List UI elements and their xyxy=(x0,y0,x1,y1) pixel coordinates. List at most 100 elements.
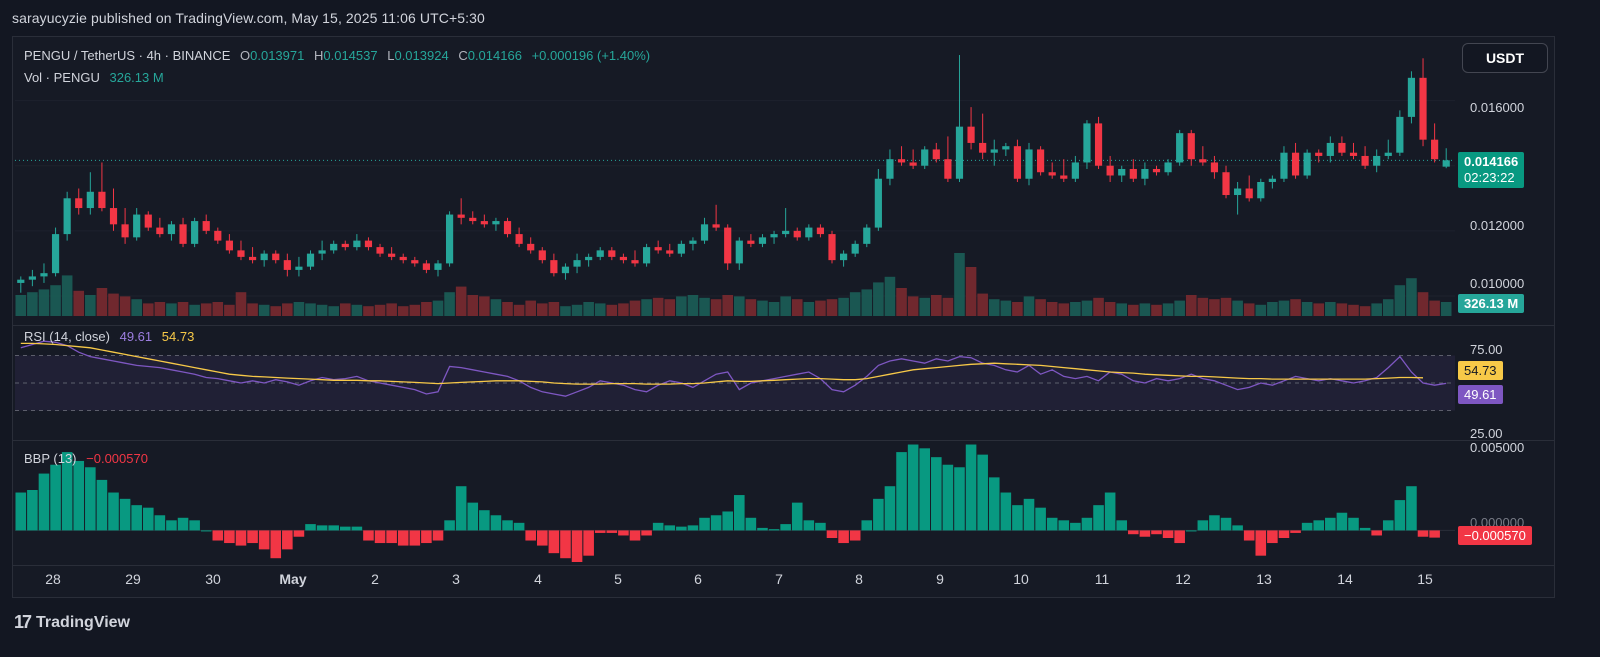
candle-body xyxy=(619,256,627,261)
price-tick-2: 0.012000 xyxy=(1470,218,1525,233)
volume-legend[interactable]: Vol · PENGU 326.13 M xyxy=(24,70,170,85)
bbp-bar xyxy=(189,520,200,531)
date-label: 3 xyxy=(452,571,460,587)
bbp-bar xyxy=(1151,530,1162,535)
pane-separator-rsi[interactable] xyxy=(12,325,1555,326)
volume-bar xyxy=(1058,303,1070,316)
volume-bar xyxy=(1081,300,1093,316)
bbp-bar xyxy=(1070,522,1081,531)
candle-body xyxy=(932,149,940,160)
candle-body xyxy=(1164,162,1172,173)
last-price-value: 0.014166 xyxy=(1464,154,1519,169)
volume-bar xyxy=(560,306,571,316)
date-label: 9 xyxy=(936,571,944,587)
open-label: O xyxy=(240,48,251,63)
volume-bar xyxy=(1093,297,1104,316)
bbp-bar xyxy=(1174,530,1185,544)
bbp-bar xyxy=(1429,530,1440,538)
bbp-bar xyxy=(722,511,733,531)
bbp-bar xyxy=(73,460,85,531)
candle-body xyxy=(283,260,291,270)
candle-body xyxy=(1431,139,1439,160)
bbp-bar xyxy=(618,530,629,536)
volume-bar xyxy=(1417,292,1429,316)
bbp-bar xyxy=(108,492,119,531)
published-line: sarayucyzie published on TradingView.com… xyxy=(12,10,485,26)
bbp-bar xyxy=(258,530,270,550)
rsi-ma-tag[interactable]: 54.73 xyxy=(1458,361,1503,380)
volume-bar xyxy=(618,303,629,316)
bbp-bar xyxy=(1267,530,1278,544)
volume-bar xyxy=(27,292,38,316)
candle-body xyxy=(1245,188,1253,199)
time-axis-separator xyxy=(12,565,1555,566)
bbp-bar xyxy=(919,448,931,531)
bbp-bar xyxy=(838,530,849,544)
chart-frame[interactable] xyxy=(12,36,1555,598)
date-label: 10 xyxy=(1013,571,1029,587)
bbp-bar xyxy=(884,486,896,531)
volume-bar xyxy=(699,297,710,316)
bbp-bar xyxy=(339,526,351,531)
candle-body xyxy=(724,227,732,264)
rsi-tick-75: 75.00 xyxy=(1470,342,1503,357)
currency-button[interactable]: USDT xyxy=(1462,43,1548,73)
volume-bar xyxy=(119,296,131,316)
bbp-bar xyxy=(502,520,513,531)
volume-bar xyxy=(1232,300,1243,316)
candle-body xyxy=(944,159,952,179)
rsi-tag[interactable]: 49.61 xyxy=(1458,385,1503,404)
bbp-legend[interactable]: BBP (13) −0.000570 xyxy=(24,451,154,466)
bbp-bar xyxy=(931,457,942,531)
bbp-tag[interactable]: −0.000570 xyxy=(1458,526,1532,545)
bbp-bar xyxy=(1382,520,1394,531)
pane-separator-bbp[interactable] xyxy=(12,440,1555,441)
volume-bar xyxy=(849,292,861,316)
candle-body xyxy=(1396,116,1404,153)
candle-body xyxy=(28,276,36,280)
candle-body xyxy=(909,162,917,166)
volume-bar xyxy=(1290,299,1301,316)
bbp-bar xyxy=(710,515,722,531)
bbp-bar xyxy=(965,444,977,531)
volume-bar xyxy=(803,302,815,316)
date-label: 30 xyxy=(205,571,221,587)
candle-body xyxy=(585,256,593,261)
tradingview-logo-icon: 17 xyxy=(14,612,32,632)
candle-body xyxy=(480,221,488,225)
volume-bar xyxy=(594,303,606,316)
symbol-legend[interactable]: PENGU / TetherUS · 4h · BINANCE O0.01397… xyxy=(24,48,656,63)
volume-bar xyxy=(791,299,803,316)
price-tick-1: 0.016000 xyxy=(1470,100,1525,115)
bbp-bar xyxy=(1185,530,1197,532)
candle-body xyxy=(527,243,535,251)
bbp-bar xyxy=(154,515,166,531)
bbp-bar xyxy=(1325,517,1336,531)
candle-body xyxy=(1442,160,1450,167)
bbp-bar xyxy=(212,530,224,541)
candle-body xyxy=(295,266,303,270)
bbp-bar xyxy=(1348,517,1359,531)
bar-countdown: 02:23:22 xyxy=(1464,170,1515,185)
bbp-bar xyxy=(432,530,444,541)
candle-body xyxy=(1129,168,1137,179)
bbp-bar xyxy=(560,530,571,559)
candle-body xyxy=(897,159,906,163)
rsi-legend[interactable]: RSI (14, close) 49.61 54.73 xyxy=(24,329,200,344)
volume-bar xyxy=(1174,300,1185,316)
volume-bar xyxy=(919,297,931,316)
date-label: 28 xyxy=(45,571,61,587)
candle-body xyxy=(1419,77,1427,140)
last-price-tag[interactable]: 0.014166 02:23:22 xyxy=(1458,152,1525,188)
bbp-bar xyxy=(444,520,455,531)
volume-bar xyxy=(861,289,873,316)
open-value: 0.013971 xyxy=(250,48,305,63)
tradingview-brand[interactable]: 17 TradingView xyxy=(14,612,130,633)
bbp-bar xyxy=(1371,530,1382,536)
symbol-title[interactable]: PENGU / TetherUS · 4h · BINANCE xyxy=(24,48,231,63)
candle-body xyxy=(1268,178,1276,182)
bbp-bar xyxy=(455,486,467,531)
bbp-bar xyxy=(803,520,815,531)
volume-tag[interactable]: 326.13 M xyxy=(1458,294,1525,313)
